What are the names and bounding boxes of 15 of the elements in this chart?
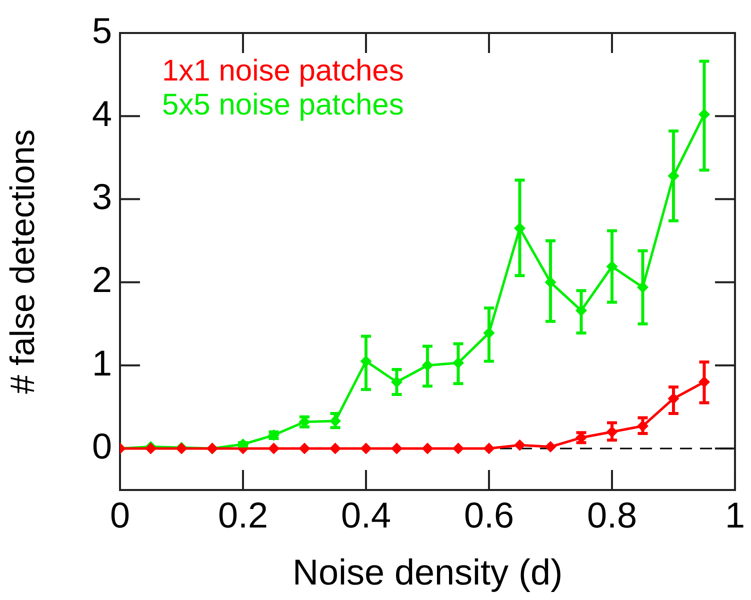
y-axis-title: # false detections	[4, 129, 42, 394]
y-tick-label: 1	[92, 342, 112, 384]
x-tick-label: 0.4	[340, 494, 392, 536]
x-tick-label: 1	[724, 494, 746, 536]
x-tick-label: 0.6	[464, 494, 514, 536]
x-tick-label: 0.2	[218, 494, 268, 536]
text: 1x1 noise patches	[162, 54, 404, 88]
x-tick-label: 0.8	[586, 494, 638, 536]
y-tick-label: 3	[92, 176, 112, 218]
y-tick-label: 2	[92, 259, 112, 300]
y-tick-label: 5	[92, 10, 112, 51]
y-tick-label: 0	[92, 425, 112, 466]
text: 5x5 noise patches	[162, 88, 404, 122]
y-tick-label: 4	[92, 93, 112, 134]
x-axis-title: Noise density (d)	[292, 551, 563, 592]
